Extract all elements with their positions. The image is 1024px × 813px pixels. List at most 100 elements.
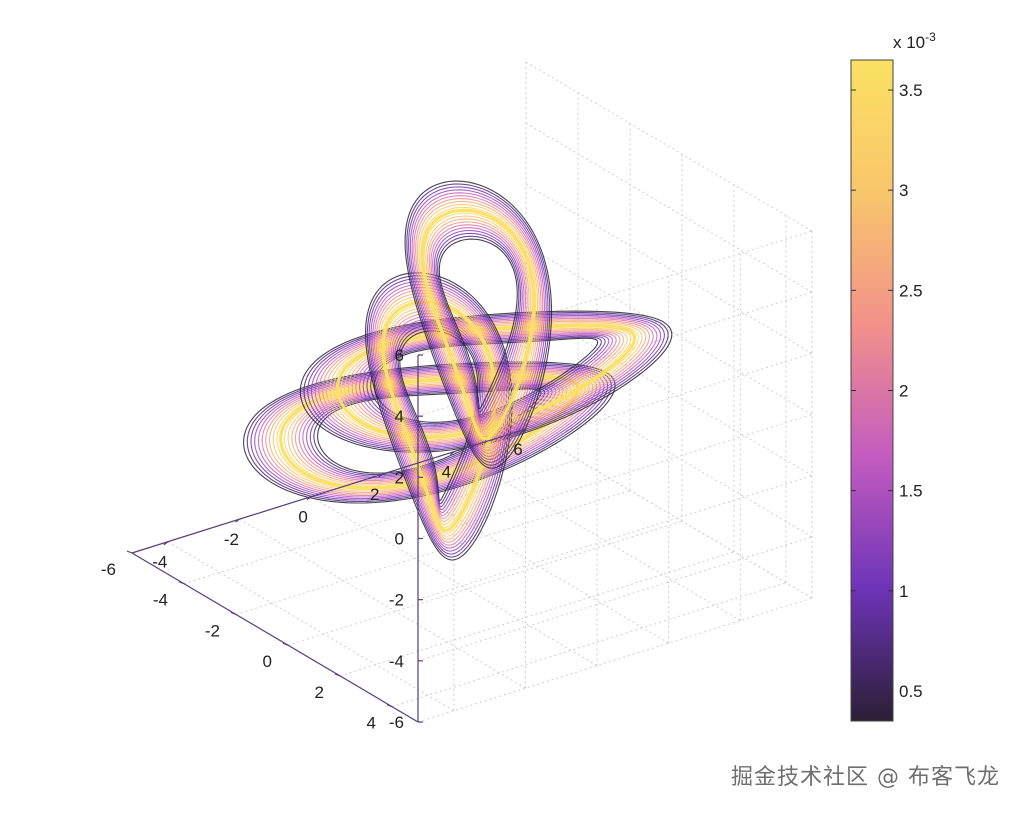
contour-line xyxy=(325,320,647,443)
contour-line xyxy=(355,331,617,431)
contour-line xyxy=(420,208,536,441)
y-tick xyxy=(230,611,237,616)
contour-line xyxy=(438,238,518,410)
contour-line xyxy=(366,275,511,558)
contour-line xyxy=(408,186,549,463)
y-tick xyxy=(282,642,289,646)
contour-line xyxy=(394,321,484,511)
y-tick xyxy=(126,550,133,554)
watermark-text: 掘金技术社区 @ 布客飞龙 xyxy=(731,765,1000,790)
grid-line xyxy=(525,245,813,415)
contour-line xyxy=(314,316,658,447)
contour-line xyxy=(437,235,520,413)
contour-line xyxy=(423,212,533,437)
contour-line xyxy=(395,324,482,508)
x-tick xyxy=(306,496,312,501)
z-tick-label: 6 xyxy=(395,346,404,365)
grid-line xyxy=(417,414,813,539)
vertical-loop-right xyxy=(404,180,553,469)
grid-line xyxy=(525,428,813,599)
grid-line xyxy=(417,597,813,723)
grid-line xyxy=(239,518,526,689)
contour-line xyxy=(329,322,643,441)
z-tick-label: 0 xyxy=(395,530,404,549)
grid-line xyxy=(417,352,813,478)
contour-line xyxy=(399,330,479,502)
contour-line xyxy=(307,313,665,450)
colorbar-tick-label: 2.5 xyxy=(899,281,923,300)
contour-line xyxy=(418,203,539,446)
contour-line xyxy=(344,327,628,435)
grid-line xyxy=(339,551,735,677)
contour-line xyxy=(404,180,553,469)
x-tick xyxy=(235,518,240,523)
z-tick-label: -6 xyxy=(389,713,404,732)
colorbar-tick-label: 3.5 xyxy=(899,81,923,100)
y-tick xyxy=(178,581,185,585)
contour-line xyxy=(387,310,490,523)
contour-line xyxy=(362,334,610,428)
x-tick-label: 4 xyxy=(442,463,451,482)
z-tick-label: 4 xyxy=(395,407,404,426)
contour-line xyxy=(318,317,654,446)
contour-line xyxy=(375,289,503,543)
x-tick-label: 6 xyxy=(513,440,522,459)
colorbar-tick-label: 3 xyxy=(899,181,908,200)
y-tick xyxy=(334,673,341,677)
contour-line xyxy=(420,206,537,443)
x-axis-line xyxy=(131,428,527,554)
contour-line xyxy=(299,310,673,453)
grid-line xyxy=(525,122,813,293)
vertical-loop-left xyxy=(365,272,513,561)
contour-line xyxy=(380,298,497,534)
tick-labels: -4 -2 0 2 4 6 4 2 0 -2 -4 -6 6 4 2 0 -2 -4 -6 xyxy=(101,346,527,733)
contour-line xyxy=(250,364,609,501)
grid-line xyxy=(310,496,598,667)
contour-line xyxy=(370,281,508,552)
contour-line xyxy=(427,218,530,431)
contour-line xyxy=(384,304,494,528)
z-tick-label: -2 xyxy=(389,591,404,610)
contour-line xyxy=(381,300,497,532)
colorbar-tick-label: 2 xyxy=(899,382,908,401)
contour-line xyxy=(351,330,621,432)
colorbar-bar xyxy=(850,59,894,722)
contour-line xyxy=(265,370,594,495)
contour-line xyxy=(413,195,544,454)
contour-line xyxy=(415,198,542,451)
grid-line xyxy=(287,520,683,646)
contour-line xyxy=(406,183,551,466)
grid-line xyxy=(183,459,579,585)
contour-line xyxy=(435,232,522,416)
colorbar: 3.5 3 2.5 2 1.5 1 0.5 x 10-3 xyxy=(850,30,936,722)
y-tick xyxy=(386,704,393,708)
contour-tubes xyxy=(243,180,673,561)
colorbar-tick-label: 0.5 xyxy=(899,682,923,701)
y-tick-label: -6 xyxy=(101,560,116,579)
y-tick-label: 4 xyxy=(367,714,376,733)
x-tick-label: -4 xyxy=(152,553,167,572)
x-tick xyxy=(450,451,455,456)
contour-line xyxy=(416,200,540,449)
horizontal-loop-right xyxy=(299,310,673,453)
x-tick-label: -2 xyxy=(224,530,239,549)
grid-line xyxy=(417,230,813,356)
contour-line xyxy=(321,319,651,444)
grid-line xyxy=(417,475,813,601)
grid-line xyxy=(235,489,631,615)
contour-line xyxy=(390,315,487,517)
contour-line xyxy=(366,335,606,426)
contour-line xyxy=(428,221,528,428)
contour-line xyxy=(433,229,523,419)
x-tick-label: 0 xyxy=(298,508,307,527)
contour-line xyxy=(372,283,506,549)
contour-line xyxy=(389,313,489,520)
contour-line xyxy=(397,327,480,505)
contour-line xyxy=(432,227,525,422)
y-tick-label: 2 xyxy=(315,683,324,702)
contour-line xyxy=(379,295,499,537)
contour-line xyxy=(377,292,501,540)
x-tick-label: 2 xyxy=(370,485,379,504)
contour-line xyxy=(409,189,547,460)
